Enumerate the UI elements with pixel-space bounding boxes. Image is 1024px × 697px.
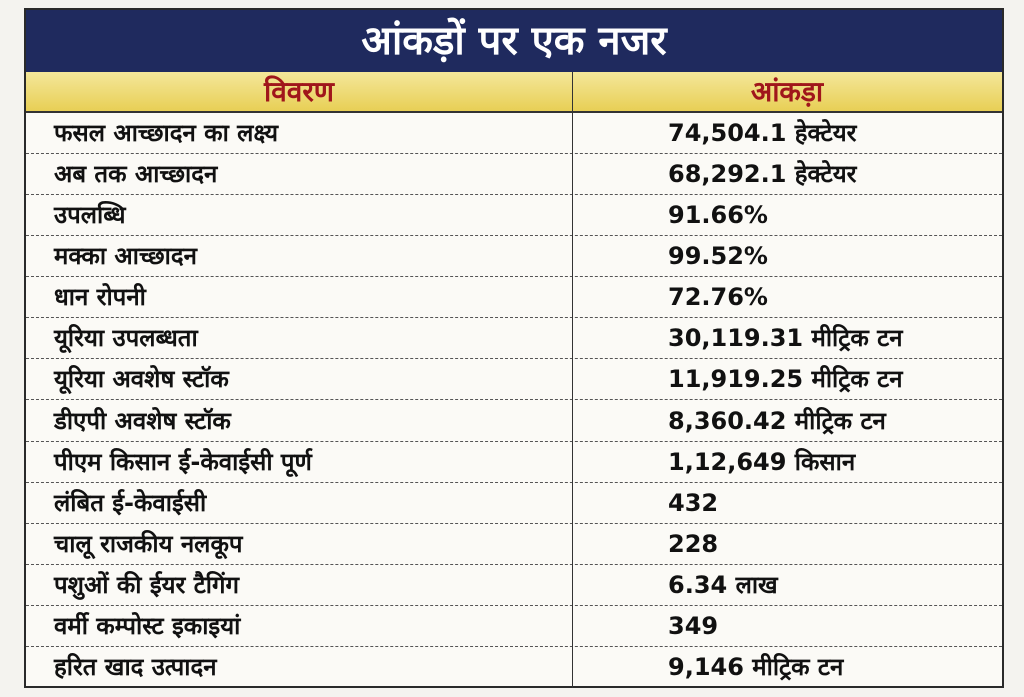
- value-cell: 6.34 लाख: [668, 570, 778, 599]
- table-row: वर्मी कम्पोस्ट इकाइयां 349: [26, 606, 1002, 647]
- value-cell: 349: [668, 611, 719, 640]
- label-cell: धान रोपनी: [54, 283, 146, 312]
- table-row: अब तक आच्छादन 68,292.1 हेक्टेयर: [26, 154, 1002, 196]
- title: आंकड़ों पर एक नजर: [26, 10, 1002, 72]
- column-header: विवरण: [263, 75, 335, 108]
- table-row: उपलब्धि 91.66%: [26, 195, 1002, 237]
- value-cell: 72.76%: [668, 283, 768, 312]
- value-cell: 9,146 मीट्रिक टन: [668, 652, 844, 681]
- label-cell: लंबित ई-केवाईसी: [54, 488, 207, 517]
- label-cell: पीएम किसान ई-केवाईसी पूर्ण: [54, 447, 312, 476]
- value-cell: 99.52%: [668, 242, 768, 271]
- value-cell: 91.66%: [668, 201, 768, 230]
- value-cell: 1,12,649 किसान: [668, 447, 856, 476]
- value-cell: 432: [668, 488, 719, 517]
- table-row: पीएम किसान ई-केवाईसी पूर्ण 1,12,649 किसान: [26, 442, 1002, 483]
- table-body: फसल आच्छादन का लक्ष्य 74,504.1 हेक्टेयर अब…: [26, 113, 1002, 688]
- label-cell: मक्का आच्छादन: [54, 242, 197, 271]
- value-cell: 68,292.1 हेक्टेयर: [668, 160, 857, 189]
- value-cell: 30,119.31 मीट्रिक टन: [668, 324, 903, 353]
- header-row: विवरण आंकड़ा: [26, 72, 1002, 113]
- label-cell: डीएपी अवशेष स्टॉक: [54, 406, 231, 435]
- table-row: यूरिया अवशेष स्टॉक 11,919.25 मीट्रिक टन: [26, 359, 1002, 401]
- table-row: डीएपी अवशेष स्टॉक 8,360.42 मीट्रिक टन: [26, 401, 1002, 442]
- table-row: मक्का आच्छादन 99.52%: [26, 236, 1002, 278]
- value-cell: 8,360.42 मीट्रिक टन: [668, 406, 886, 435]
- table-row: पशुओं की ईयर टैगिंग 6.34 लाख: [26, 565, 1002, 606]
- label-cell: हरित खाद उत्पादन: [54, 652, 217, 681]
- table-frame: आंकड़ों पर एक नजर विवरण आंकड़ा फसल आच्छा…: [24, 8, 1004, 688]
- table-row: यूरिया उपलब्धता 30,119.31 मीट्रिक टन: [26, 318, 1002, 360]
- table-row: फसल आच्छादन का लक्ष्य 74,504.1 हेक्टेयर: [26, 113, 1002, 155]
- label-cell: चालू राजकीय नलकूप: [54, 529, 243, 558]
- label-cell: पशुओं की ईयर टैगिंग: [54, 570, 240, 599]
- value-cell: 11,919.25 मीट्रिक टन: [668, 365, 903, 394]
- label-cell: वर्मी कम्पोस्ट इकाइयां: [54, 611, 241, 640]
- label-cell: फसल आच्छादन का लक्ष्य: [54, 119, 279, 147]
- table-row: हरित खाद उत्पादन 9,146 मीट्रिक टन: [26, 647, 1002, 688]
- column-divider: [572, 72, 573, 688]
- value-cell: 228: [668, 529, 719, 558]
- label-cell: यूरिया अवशेष स्टॉक: [54, 365, 229, 394]
- table-row: चालू राजकीय नलकूप 228: [26, 524, 1002, 565]
- table-row: लंबित ई-केवाईसी 432: [26, 483, 1002, 524]
- table-row: धान रोपनी 72.76%: [26, 277, 1002, 319]
- label-cell: अब तक आच्छादन: [54, 160, 218, 189]
- column-header: आंकड़ा: [750, 75, 824, 108]
- label-cell: यूरिया उपलब्धता: [54, 324, 198, 353]
- label-cell: उपलब्धि: [54, 201, 126, 230]
- value-cell: 74,504.1 हेक्टेयर: [668, 119, 857, 147]
